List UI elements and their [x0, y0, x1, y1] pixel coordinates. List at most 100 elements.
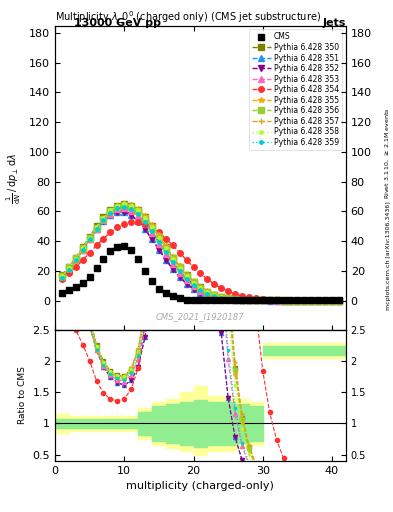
Pythia 6.428 352 — [302, 297, 307, 304]
Pythia 6.428 355 — [94, 226, 99, 232]
Pythia 6.428 351 — [101, 218, 106, 224]
Pythia 6.428 350 — [198, 284, 203, 290]
CMS — [205, 297, 210, 303]
Pythia 6.428 350 — [233, 296, 237, 302]
Pythia 6.428 357 — [281, 297, 286, 304]
Pythia 6.428 352 — [108, 212, 113, 218]
Pythia 6.428 354 — [281, 297, 286, 303]
Pythia 6.428 350 — [66, 264, 71, 270]
Pythia 6.428 352 — [163, 257, 168, 263]
Pythia 6.428 356 — [87, 234, 92, 241]
Pythia 6.428 356 — [261, 297, 265, 304]
Pythia 6.428 356 — [115, 204, 120, 210]
CMS — [129, 247, 134, 253]
Pythia 6.428 354 — [267, 296, 272, 303]
Pythia 6.428 358 — [281, 297, 286, 304]
Pythia 6.428 355 — [212, 292, 217, 298]
Pythia 6.428 353 — [73, 257, 78, 263]
Pythia 6.428 353 — [336, 297, 341, 304]
Pythia 6.428 357 — [274, 297, 279, 304]
Pythia 6.428 359 — [60, 274, 64, 281]
Pythia 6.428 354 — [295, 297, 300, 304]
Pythia 6.428 352 — [261, 297, 265, 304]
Pythia 6.428 356 — [274, 297, 279, 304]
Line: Pythia 6.428 354: Pythia 6.428 354 — [59, 219, 342, 303]
Pythia 6.428 353 — [171, 261, 175, 267]
Pythia 6.428 350 — [80, 244, 85, 250]
Pythia 6.428 354 — [108, 229, 113, 236]
Pythia 6.428 357 — [316, 297, 321, 304]
CMS — [302, 297, 307, 303]
Pythia 6.428 356 — [80, 245, 85, 251]
Pythia 6.428 351 — [129, 212, 134, 218]
Pythia 6.428 354 — [191, 264, 196, 270]
Pythia 6.428 357 — [150, 222, 154, 228]
Pythia 6.428 350 — [177, 264, 182, 270]
Pythia 6.428 355 — [281, 297, 286, 304]
Pythia 6.428 353 — [212, 293, 217, 300]
Pythia 6.428 357 — [191, 279, 196, 285]
Pythia 6.428 353 — [198, 288, 203, 294]
Pythia 6.428 351 — [233, 297, 237, 303]
Pythia 6.428 351 — [198, 290, 203, 296]
Pythia 6.428 354 — [246, 294, 251, 301]
Pythia 6.428 350 — [60, 272, 64, 278]
Pythia 6.428 352 — [60, 274, 64, 280]
Pythia 6.428 350 — [205, 288, 210, 294]
Pythia 6.428 356 — [156, 234, 161, 241]
Pythia 6.428 353 — [288, 297, 293, 304]
Pythia 6.428 357 — [163, 243, 168, 249]
Pythia 6.428 351 — [330, 297, 334, 304]
Pythia 6.428 353 — [156, 241, 161, 247]
Pythia 6.428 356 — [226, 295, 230, 301]
Pythia 6.428 353 — [163, 251, 168, 257]
Pythia 6.428 359 — [205, 290, 210, 296]
CMS — [330, 297, 334, 303]
Pythia 6.428 358 — [191, 280, 196, 286]
Pythia 6.428 351 — [150, 236, 154, 242]
Pythia 6.428 354 — [122, 221, 127, 227]
Pythia 6.428 352 — [274, 297, 279, 304]
Pythia 6.428 353 — [60, 274, 64, 281]
Pythia 6.428 358 — [330, 297, 334, 304]
Pythia 6.428 356 — [295, 297, 300, 304]
Pythia 6.428 352 — [212, 294, 217, 301]
Pythia 6.428 351 — [323, 297, 327, 304]
CMS — [267, 297, 272, 303]
Pythia 6.428 355 — [171, 254, 175, 260]
Pythia 6.428 350 — [336, 297, 341, 304]
Pythia 6.428 350 — [87, 233, 92, 240]
Pythia 6.428 358 — [198, 285, 203, 291]
Pythia 6.428 350 — [302, 297, 307, 304]
Pythia 6.428 356 — [205, 289, 210, 295]
Pythia 6.428 354 — [302, 297, 307, 304]
Pythia 6.428 355 — [80, 247, 85, 253]
Pythia 6.428 353 — [184, 277, 189, 283]
Pythia 6.428 357 — [295, 297, 300, 304]
Pythia 6.428 357 — [87, 234, 92, 241]
Pythia 6.428 351 — [302, 297, 307, 304]
Pythia 6.428 350 — [226, 295, 230, 301]
Pythia 6.428 355 — [101, 217, 106, 223]
Pythia 6.428 354 — [73, 264, 78, 270]
Pythia 6.428 356 — [129, 204, 134, 210]
Pythia 6.428 351 — [267, 297, 272, 304]
Pythia 6.428 359 — [136, 211, 140, 217]
Pythia 6.428 356 — [163, 245, 168, 251]
Pythia 6.428 350 — [240, 296, 244, 303]
Pythia 6.428 352 — [240, 297, 244, 303]
Pythia 6.428 358 — [316, 297, 321, 304]
Pythia 6.428 357 — [302, 297, 307, 304]
CMS — [184, 297, 189, 303]
Pythia 6.428 353 — [274, 297, 279, 304]
Pythia 6.428 357 — [177, 263, 182, 269]
Pythia 6.428 358 — [156, 234, 161, 241]
Pythia 6.428 356 — [191, 279, 196, 285]
Pythia 6.428 352 — [316, 297, 321, 304]
Pythia 6.428 356 — [302, 297, 307, 304]
Pythia 6.428 352 — [122, 209, 127, 215]
Pythia 6.428 358 — [108, 207, 113, 214]
Pythia 6.428 359 — [267, 297, 272, 304]
Pythia 6.428 356 — [212, 292, 217, 298]
Pythia 6.428 350 — [323, 297, 327, 304]
